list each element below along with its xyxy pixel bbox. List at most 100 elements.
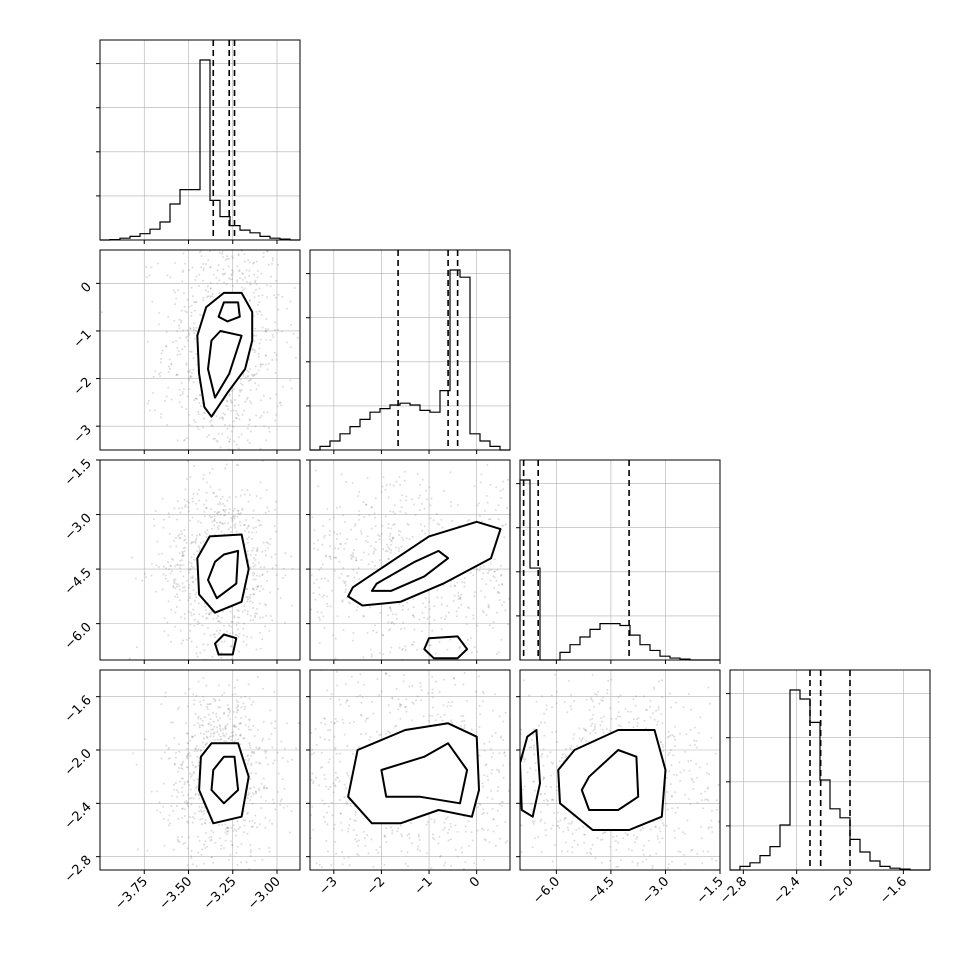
- scatter-point: [521, 543, 523, 545]
- scatter-point: [189, 772, 192, 775]
- scatter-point: [161, 493, 163, 495]
- scatter-point: [488, 878, 490, 880]
- scatter-point: [223, 522, 226, 525]
- scatter-point: [179, 394, 182, 397]
- scatter-point: [250, 703, 253, 706]
- scatter-point: [234, 834, 237, 837]
- scatter-point: [264, 603, 267, 606]
- scatter-point: [289, 555, 292, 558]
- scatter-point: [381, 524, 384, 527]
- scatter-point: [489, 483, 492, 486]
- scatter-point: [187, 780, 189, 783]
- scatter-point: [265, 787, 268, 790]
- scatter-point: [181, 271, 184, 273]
- scatter-point: [192, 180, 194, 182]
- scatter-point: [249, 389, 252, 391]
- scatter-point: [243, 818, 245, 821]
- scatter-point: [203, 733, 205, 736]
- scatter-point: [332, 827, 335, 830]
- scatter-point: [704, 790, 707, 793]
- scatter-point: [177, 289, 180, 292]
- scatter-point: [590, 496, 592, 498]
- scatter-point: [333, 748, 336, 751]
- scatter-point: [209, 642, 211, 644]
- scatter-point: [539, 792, 542, 795]
- scatter-point: [310, 779, 313, 782]
- scatter-point: [231, 269, 234, 272]
- scatter-point: [322, 916, 324, 918]
- scatter-point: [478, 515, 481, 518]
- scatter-point: [186, 732, 189, 735]
- scatter-point: [466, 638, 469, 641]
- scatter-point: [392, 523, 395, 526]
- scatter-point: [583, 728, 586, 731]
- scatter-point: [399, 704, 402, 707]
- scatter-point: [154, 510, 157, 513]
- scatter-point: [222, 509, 225, 511]
- scatter-point: [279, 597, 282, 600]
- scatter-point: [416, 848, 419, 851]
- scatter-point: [228, 708, 231, 710]
- scatter-point: [321, 543, 324, 546]
- scatter-point: [174, 782, 177, 785]
- scatter-point: [366, 717, 369, 720]
- scatter-point: [162, 573, 165, 576]
- scatter-point: [197, 722, 200, 725]
- scatter-point: [274, 808, 277, 811]
- scatter-point: [204, 819, 207, 821]
- scatter-point: [452, 901, 454, 903]
- scatter-point: [463, 577, 466, 580]
- scatter-point: [202, 695, 205, 698]
- scatter-point: [168, 358, 171, 361]
- scatter-point: [576, 745, 579, 747]
- scatter-point: [687, 760, 690, 763]
- scatter-point: [326, 668, 328, 670]
- scatter-point: [203, 633, 206, 636]
- histogram-step: [730, 689, 930, 871]
- scatter-point: [179, 511, 182, 514]
- scatter-point: [339, 542, 342, 545]
- scatter-point: [470, 651, 473, 654]
- scatter-point: [427, 451, 429, 453]
- scatter-point: [537, 548, 539, 550]
- scatter-point: [169, 276, 172, 279]
- scatter-point: [251, 781, 253, 783]
- scatter-point: [255, 372, 258, 375]
- scatter-point: [271, 262, 273, 265]
- scatter-point: [212, 618, 215, 620]
- scatter-point: [171, 795, 174, 797]
- scatter-point: [248, 269, 251, 272]
- scatter-point: [513, 604, 515, 606]
- scatter-point: [282, 663, 284, 665]
- scatter-point: [294, 597, 296, 599]
- scatter-point: [267, 427, 270, 429]
- scatter-point: [293, 532, 295, 534]
- scatter-point: [190, 857, 193, 860]
- scatter-point: [164, 691, 167, 694]
- scatter-point: [265, 329, 268, 332]
- scatter-point: [221, 418, 224, 421]
- scatter-point: [247, 242, 249, 244]
- scatter-point: [163, 844, 166, 847]
- scatter-point: [193, 699, 196, 702]
- scatter-point: [206, 845, 208, 848]
- scatter-point: [227, 830, 230, 833]
- scatter-point: [170, 557, 173, 560]
- scatter-point: [229, 610, 232, 613]
- contour-level: [210, 755, 240, 805]
- scatter-point: [309, 877, 311, 879]
- scatter-point: [398, 703, 401, 706]
- scatter-point: [247, 598, 250, 601]
- scatter-point: [181, 590, 184, 593]
- scatter-point: [310, 608, 313, 611]
- scatter-point: [438, 691, 441, 693]
- scatter-point: [531, 820, 534, 823]
- scatter-point: [387, 621, 390, 624]
- scatter-point: [189, 567, 192, 570]
- scatter-point: [489, 518, 492, 521]
- scatter-point: [181, 606, 183, 608]
- scatter-point: [206, 245, 208, 247]
- scatter-point: [206, 627, 209, 629]
- scatter-point: [181, 554, 184, 556]
- scatter-point: [478, 704, 481, 707]
